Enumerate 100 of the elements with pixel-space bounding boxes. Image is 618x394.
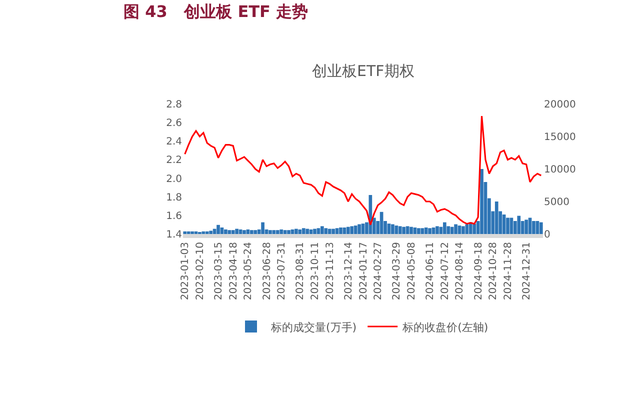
bar — [287, 230, 290, 234]
bar — [413, 228, 417, 234]
x-tick-label: 2024-06-11 — [425, 242, 436, 300]
bar — [472, 224, 476, 234]
bar — [342, 228, 346, 234]
bar — [391, 224, 394, 234]
x-tick-label: 2024-08-14 — [454, 242, 466, 300]
bar — [424, 228, 428, 234]
bar — [410, 226, 413, 234]
bar — [346, 226, 350, 234]
bar — [402, 226, 406, 234]
y-tick-label: 2.6 — [166, 118, 182, 130]
bar — [417, 228, 420, 234]
bar — [539, 222, 543, 234]
bar — [432, 228, 436, 234]
bar — [216, 224, 220, 234]
bar — [420, 228, 424, 234]
x-tick-label: 2023-07-31 — [276, 242, 288, 300]
x-tick-label: 2024-09-18 — [473, 242, 484, 300]
bar — [502, 214, 506, 234]
bar — [294, 228, 298, 234]
bar — [358, 224, 361, 234]
bar — [506, 218, 510, 234]
y2-tick-label: 15000 — [544, 132, 576, 143]
bar — [183, 231, 187, 234]
bar — [272, 230, 276, 234]
x-tick-label: 2023-11-13 — [324, 242, 336, 300]
bar — [276, 230, 280, 234]
bar — [428, 228, 432, 234]
x-tick-label: 2023-08-31 — [295, 242, 306, 300]
bar — [324, 228, 328, 234]
bar — [242, 230, 246, 234]
bar — [524, 220, 528, 234]
bar — [361, 224, 365, 234]
x-tick-label: 2023-03-15 — [214, 242, 225, 300]
bar — [354, 226, 358, 234]
x-tick-label: 2024-12-31 — [522, 242, 533, 300]
bar — [442, 222, 446, 234]
line-series — [184, 115, 542, 226]
x-tick-label: 2024-07-12 — [440, 242, 451, 300]
bar — [458, 226, 462, 234]
bar — [302, 228, 306, 234]
bar — [320, 226, 324, 234]
bar — [328, 228, 332, 234]
bar — [532, 221, 536, 234]
bar — [205, 231, 209, 234]
y-tick-label: 2.8 — [166, 100, 182, 110]
x-tick-label: 2023-10-11 — [310, 242, 321, 300]
y2-tick-label: 5000 — [544, 197, 570, 208]
bar — [280, 229, 284, 234]
bar — [268, 230, 272, 234]
x-tick-label: 2023-12-14 — [343, 242, 354, 300]
bar — [261, 222, 264, 234]
bar — [406, 226, 410, 234]
bar — [335, 228, 339, 234]
bar — [250, 230, 254, 234]
x-tick-label: 2024-02-27 — [373, 242, 384, 300]
bar — [316, 228, 320, 234]
bar — [209, 230, 213, 234]
bar — [394, 226, 398, 234]
bar — [298, 229, 302, 234]
bar — [436, 226, 439, 234]
x-tick-label: 2023-02-10 — [194, 242, 206, 300]
x-tick-label: 2023-04-18 — [228, 242, 240, 300]
x-tick-label: 2024-01-17 — [358, 242, 370, 300]
x-tick-label: 2023-01-03 — [180, 242, 192, 300]
bar — [387, 224, 391, 234]
y-tick-label: 2.2 — [166, 155, 182, 166]
bar — [313, 228, 316, 234]
bar — [231, 230, 235, 234]
y-tick-label: 2.0 — [166, 174, 182, 185]
chart-title: 图 43 创业板 ETF 走势 — [124, 2, 308, 22]
bar — [190, 231, 194, 234]
x-tick-label: 2024-03-29 — [392, 242, 403, 300]
bar — [480, 169, 484, 234]
bar — [283, 230, 287, 234]
bar — [350, 226, 354, 234]
legend-label: 标的收盘价(左轴) — [402, 320, 488, 334]
bar — [517, 216, 521, 234]
bar — [446, 226, 450, 234]
y-tick-label: 1.8 — [166, 192, 182, 204]
x-tick-label: 2024-05-08 — [406, 242, 418, 300]
bar — [332, 228, 335, 234]
y-tick-label: 1.6 — [166, 210, 182, 222]
bar — [224, 229, 228, 234]
x-tick-label: 2023-05-24 — [243, 242, 254, 300]
bar — [228, 230, 232, 234]
legend-label: 标的成交量(万手) — [270, 320, 357, 334]
y2-tick-label: 0 — [544, 230, 550, 240]
bar — [220, 228, 224, 234]
bar — [202, 231, 206, 234]
y-tick-label: 1.4 — [166, 230, 182, 240]
x-tick-label: 2024-10-28 — [488, 242, 500, 300]
bar — [339, 228, 342, 234]
bar — [306, 228, 309, 234]
bar — [398, 226, 402, 234]
bar — [254, 230, 258, 234]
y2-tick-label: 20000 — [544, 100, 576, 110]
bar — [494, 202, 498, 234]
bar — [235, 228, 238, 234]
